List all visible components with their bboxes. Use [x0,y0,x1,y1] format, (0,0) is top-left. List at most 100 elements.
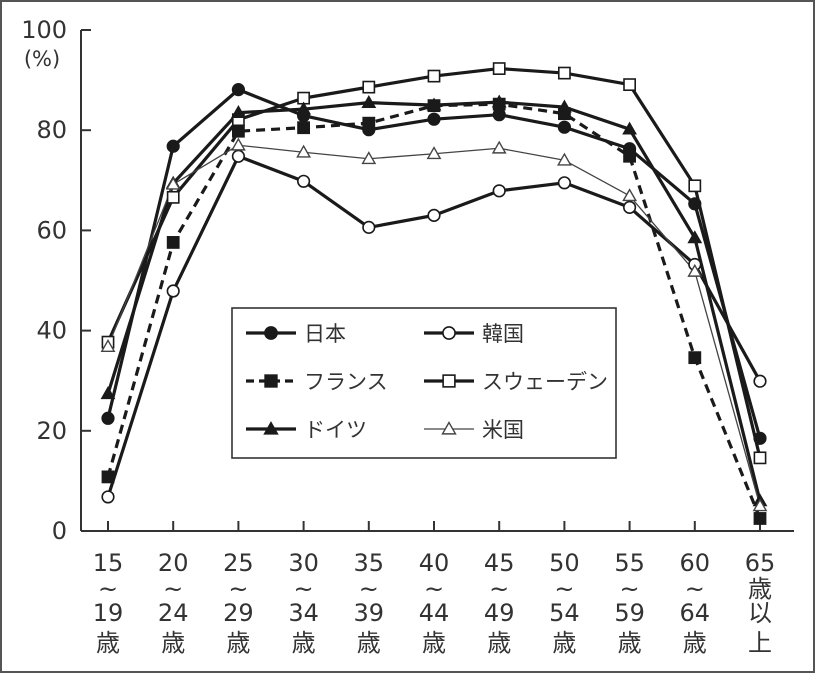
data-point [100,339,116,352]
data-point [752,498,768,512]
x-tick-label: 上 [748,629,772,657]
x-tick-label: ~ [163,575,183,603]
data-point [427,112,441,126]
x-tick-label: 49 [484,599,515,627]
data-point [557,66,571,80]
data-point [622,188,638,202]
data-point [623,149,636,163]
data-point [361,151,377,165]
x-tick-label: 歳 [487,629,511,657]
data-point [362,116,376,130]
legend-label: 韓国 [482,322,524,346]
x-tick-label: ~ [489,575,509,603]
data-point [622,200,637,214]
x-tick-label: 65 [745,549,776,577]
x-tick-label: ~ [685,575,705,603]
data-point [623,78,636,92]
x-tick-label: ~ [359,575,379,603]
legend-label: 米国 [482,418,524,442]
data-point [556,152,572,166]
y-tick-label: 80 [36,116,67,144]
y-tick-label: 20 [36,417,67,445]
data-point [100,386,116,400]
legend-label: フランス [304,370,388,394]
data-point [231,83,245,97]
data-point [687,230,703,244]
x-tick-label: 45 [484,549,515,577]
x-tick-label: 歳 [161,629,185,657]
x-tick-label: 歳 [618,629,642,657]
data-point [101,411,115,425]
data-point [688,351,702,365]
x-tick-label: ~ [620,575,640,603]
data-point [230,105,246,119]
data-point [492,62,506,75]
legend-marker [263,421,279,435]
x-tick-label: 19 [93,599,124,627]
data-point [687,263,703,277]
x-tick-label: 35 [354,549,385,577]
data-point [556,99,572,113]
x-tick-label: 以 [748,599,772,627]
data-point [492,184,506,198]
x-tick-label: 55 [614,549,645,577]
x-tick-label: 29 [223,599,254,627]
legend-marker [264,374,278,388]
data-point [426,97,442,111]
x-tick-label: ~ [554,575,574,603]
x-tick-label: 歳 [683,629,707,657]
data-point [362,220,376,234]
x-tick-label: 44 [419,599,450,627]
y-tick-label: 100 [21,16,67,44]
data-point [491,94,507,108]
x-tick-label: 20 [158,549,189,577]
data-point [296,144,312,158]
data-point [753,374,767,388]
x-tick-label: 54 [549,599,580,627]
data-point [232,124,245,138]
axes: 020406080100(%)15~19歳20~24歳25~29歳30~34歳3… [21,16,794,657]
x-tick-label: 24 [158,599,189,627]
data-point [557,176,572,190]
y-axis-unit-label: (%) [24,47,60,71]
data-point [753,431,767,445]
x-tick-label: 59 [614,599,645,627]
legend-label: スウェーデン [482,370,608,394]
x-tick-label: 歳 [226,629,250,657]
series-markers [100,62,768,525]
data-point [166,190,180,204]
x-tick-label: 50 [549,549,580,577]
data-point [231,149,245,163]
data-point [166,139,180,153]
data-point [296,101,312,115]
data-point [230,137,246,151]
x-tick-label: 歳 [748,575,772,603]
legend-marker [442,326,456,340]
x-tick-label: 25 [223,549,254,577]
data-point [427,208,441,222]
data-point [427,69,441,83]
x-tick-label: 歳 [96,629,120,657]
legend-marker [441,421,457,435]
legend-label: ドイツ [304,418,367,442]
data-point [101,470,115,484]
data-point [492,108,506,122]
x-tick-label: 歳 [422,629,446,657]
x-tick-label: 60 [680,549,711,577]
x-tick-label: 歳 [552,629,576,657]
x-tick-label: 39 [354,599,385,627]
data-point [622,121,638,135]
data-point [557,120,572,134]
y-tick-label: 40 [36,317,67,345]
data-point [165,176,181,190]
x-tick-label: 30 [288,549,319,577]
x-tick-label: 歳 [292,629,316,657]
data-point [101,490,115,504]
x-tick-label: ~ [424,575,444,603]
y-tick-label: 0 [52,517,67,545]
data-point [688,179,702,193]
x-tick-label: ~ [294,575,314,603]
x-tick-label: ~ [98,575,118,603]
legend-label: 日本 [304,322,346,346]
